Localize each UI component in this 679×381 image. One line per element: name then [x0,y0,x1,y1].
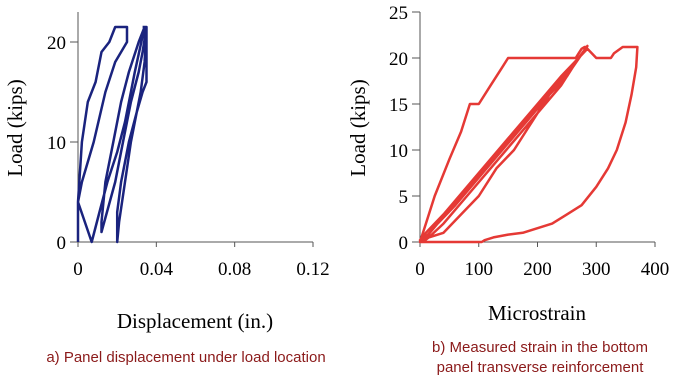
chart-1-y-tick-label: 20 [389,49,408,70]
chart-0-series-group [76,25,148,244]
chart-1-caption-line-2: panel transverse reinforcement [437,359,645,376]
chart-1-caption-line-1: b) Measured strain in the bottom [432,339,648,356]
chart-1-plot-frame [419,12,655,243]
chart-1-series-line-0 [418,44,639,244]
chart-panel-displacement: 0 0.04 0.08 0.12 0 10 20 Displacement (in.) Lo… [3,12,330,366]
chart-1-y-tick-label: 0 [399,233,409,254]
chart-0-ticks: 0 0.04 0.08 0.12 0 10 20 [47,33,330,280]
chart-1-xlabel: Microstrain [488,301,586,325]
chart-1-x-tick-label: 100 [465,259,494,280]
chart-0-ylabel: Load (kips) [3,79,27,176]
chart-1-series-group [418,44,639,244]
chart-1-x-tick-label: 300 [582,259,611,280]
chart-0-y-tick-label: 10 [47,133,66,154]
chart-0-caption: a) Panel displacement under load locatio… [46,349,325,366]
chart-1-x-tick-label: 200 [523,259,552,280]
chart-1-ticks: 0 100 200 300 400 0 5 10 15 20 25 [389,3,669,280]
chart-1-y-tick-label: 25 [389,3,408,24]
chart-1-x-tick-label: 0 [415,259,425,280]
chart-0-x-tick-label: 0.04 [140,259,174,280]
chart-1-x-tick-label: 400 [641,259,670,280]
chart-0-plot-frame [77,12,313,243]
chart-1-y-tick-label: 5 [399,187,409,208]
chart-1-ylabel: Load (kips) [346,79,370,176]
chart-1-y-tick-label: 15 [389,95,408,116]
chart-0-xlabel: Displacement (in.) [117,309,273,333]
chart-0-y-tick-label: 0 [57,233,67,254]
chart-0-x-tick-label: 0.08 [218,259,251,280]
chart-1-y-tick-label: 10 [389,141,408,162]
chart-0-x-tick-label: 0.12 [296,259,329,280]
chart-0-x-tick-label: 0 [73,259,83,280]
chart-0-y-tick-label: 20 [47,33,66,54]
chart-0-series-line-0 [76,25,148,244]
chart-panel-strain: 0 100 200 300 400 0 5 10 15 20 25 Microstrain Load… [346,3,669,376]
